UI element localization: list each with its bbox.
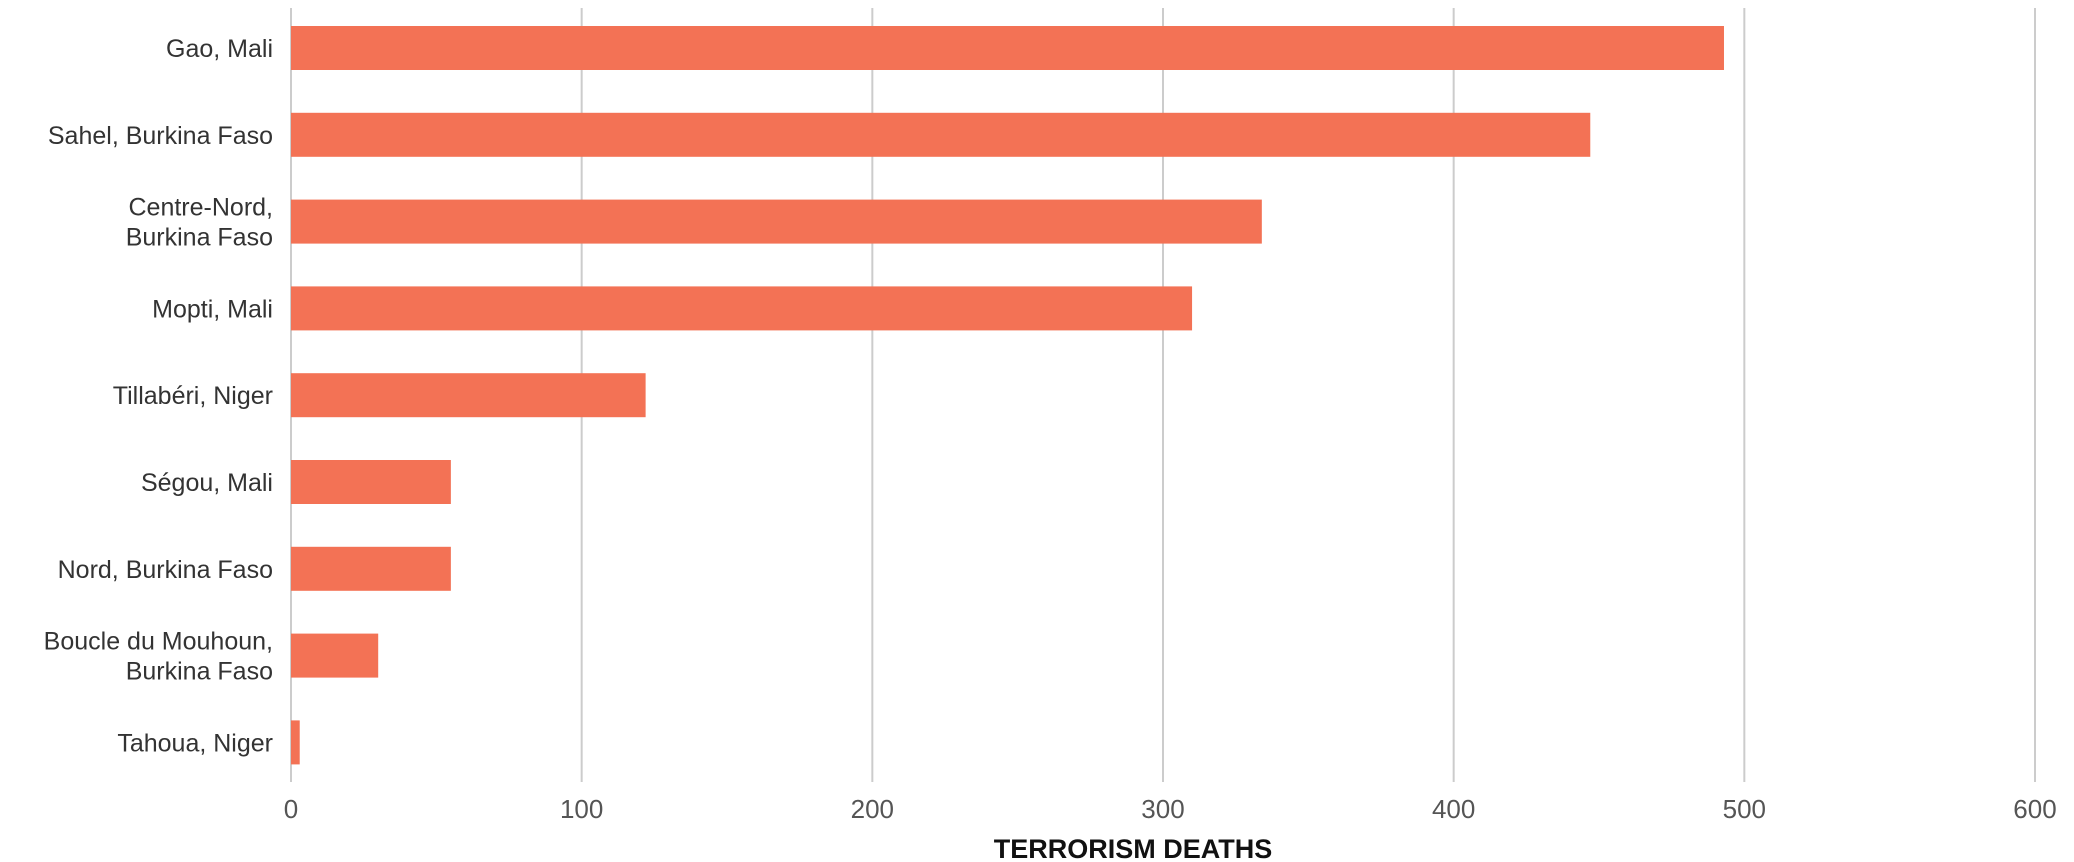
bar (291, 26, 1724, 70)
x-axis-title: TERRORISM DEATHS (994, 834, 1273, 862)
category-label: Nord, Burkina Faso (58, 556, 273, 584)
bar (291, 633, 379, 678)
category-label: Gao, Mali (166, 35, 273, 63)
category-label-line: Sahel, Burkina Faso (48, 122, 273, 150)
category-label: Ségou, Mali (141, 469, 273, 497)
x-tick-label: 100 (560, 794, 603, 824)
x-tick-label: 400 (1432, 794, 1475, 824)
bar (291, 199, 1262, 244)
bar (291, 720, 300, 765)
bars (291, 26, 1724, 765)
category-label: Centre-Nord, Burkina Faso (126, 194, 273, 252)
category-label: Tahoua, Niger (117, 729, 273, 757)
x-tick-label: 200 (851, 794, 894, 824)
x-tick-labels: 0 100 200 300 400 500 600 (284, 794, 2057, 824)
category-label-line: Burkina Faso (126, 224, 273, 252)
category-label: Boucle du Mouhoun, Burkina Faso (44, 628, 273, 686)
category-label-line: Gao, Mali (166, 35, 273, 63)
category-label-line: Burkina Faso (126, 658, 273, 686)
bar (291, 460, 451, 504)
bar (291, 112, 1591, 157)
bar (291, 286, 1193, 331)
category-label: Sahel, Burkina Faso (48, 122, 273, 150)
category-label-line: Ségou, Mali (141, 469, 273, 497)
x-tick-label: 0 (284, 794, 298, 824)
x-tick-label: 300 (1141, 794, 1184, 824)
bar (291, 546, 451, 591)
x-tick-label: 500 (1723, 794, 1766, 824)
category-labels: Gao, Mali Sahel, Burkina Faso Centre-Nord,… (44, 35, 273, 757)
category-label-line: Tillabéri, Niger (113, 382, 273, 410)
category-label-line: Tahoua, Niger (117, 729, 273, 757)
category-label-line: Centre-Nord, (129, 194, 274, 222)
category-label-line: Mopti, Mali (152, 295, 273, 323)
bar (291, 373, 646, 418)
category-label-line: Nord, Burkina Faso (58, 556, 273, 584)
category-label: Mopti, Mali (152, 295, 273, 323)
category-label-line: Boucle du Mouhoun, (44, 628, 273, 656)
x-tick-label: 600 (2013, 794, 2056, 824)
category-label: Tillabéri, Niger (113, 382, 273, 410)
